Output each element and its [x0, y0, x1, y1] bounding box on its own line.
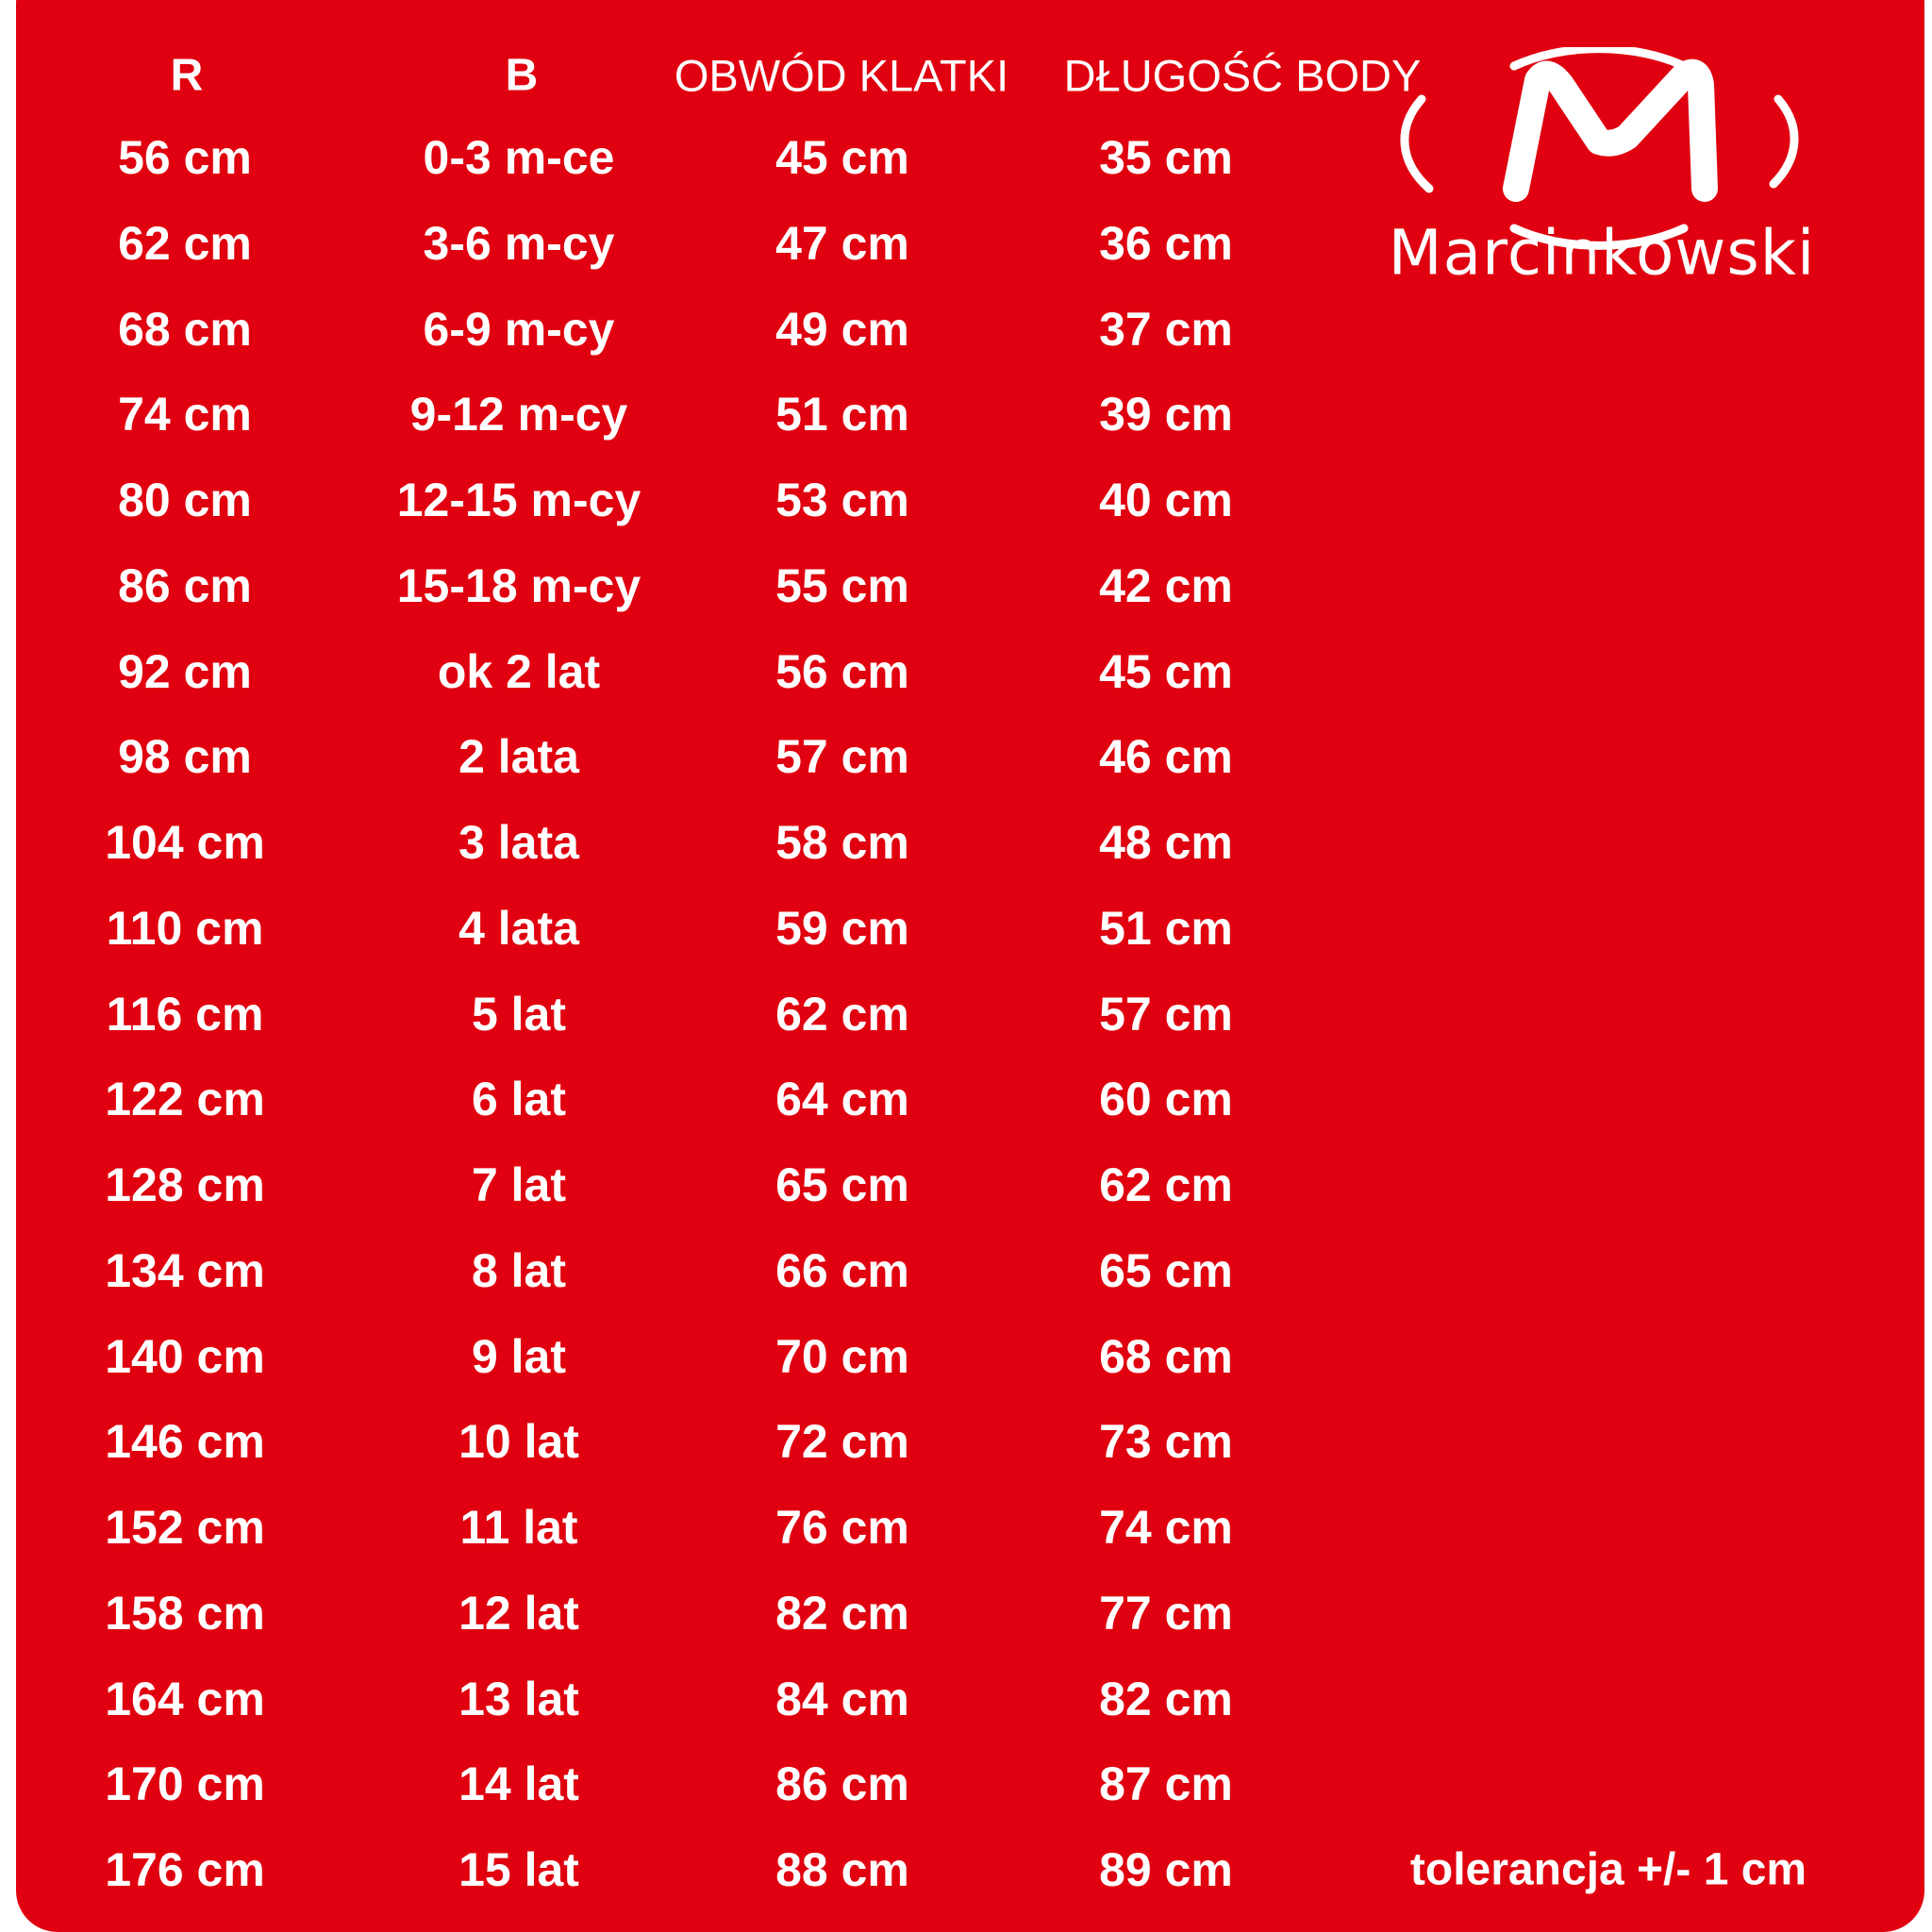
chest-circumference-cell: 72 cm [775, 1415, 909, 1469]
body-length-cell: 68 cm [1099, 1329, 1233, 1383]
age-b-cell: 15 lat [458, 1843, 579, 1896]
body-length-cell: 36 cm [1099, 216, 1233, 270]
body-length-cell: 60 cm [1099, 1073, 1233, 1126]
age-b-cell: 15-18 m-cy [396, 558, 641, 612]
size-r-cell: 170 cm [105, 1757, 265, 1811]
size-r-cell: 116 cm [106, 987, 264, 1041]
age-b-cell: 6-9 m-cy [423, 302, 615, 356]
header-b: B [505, 50, 539, 101]
age-b-cell: 0-3 m-ce [423, 131, 615, 184]
chest-circumference-cell: 65 cm [775, 1158, 909, 1211]
body-length-cell: 65 cm [1099, 1243, 1233, 1297]
chest-circumference-cell: 56 cm [775, 644, 909, 698]
body-length-cell: 74 cm [1099, 1501, 1233, 1554]
body-length-cell: 42 cm [1099, 558, 1233, 612]
chest-circumference-cell: 76 cm [775, 1501, 909, 1554]
size-r-cell: 164 cm [105, 1672, 265, 1725]
age-b-cell: 2 lata [458, 730, 579, 784]
size-r-cell: 104 cm [105, 816, 265, 869]
body-length-cell: 35 cm [1099, 131, 1233, 184]
age-b-cell: 6 lat [471, 1073, 567, 1126]
size-r-cell: 110 cm [106, 901, 264, 955]
age-b-cell: 9 lat [471, 1329, 567, 1383]
size-r-cell: 80 cm [118, 474, 252, 526]
size-chart-panel [16, 0, 1924, 1932]
age-b-cell: ok 2 lat [437, 644, 601, 698]
size-r-cell: 74 cm [118, 388, 252, 441]
header-r: R [170, 50, 204, 101]
size-r-cell: 140 cm [105, 1329, 265, 1383]
age-b-cell: 8 lat [471, 1243, 567, 1297]
age-b-cell: 7 lat [471, 1158, 567, 1211]
m-circle-logo-icon [1400, 47, 1799, 250]
body-length-cell: 89 cm [1099, 1843, 1233, 1896]
body-length-cell: 57 cm [1099, 987, 1233, 1041]
body-length-cell: 77 cm [1099, 1586, 1233, 1640]
size-r-cell: 92 cm [118, 644, 252, 698]
size-r-cell: 152 cm [105, 1501, 265, 1554]
age-b-cell: 13 lat [458, 1672, 579, 1725]
age-b-cell: 3 lata [458, 816, 579, 869]
size-r-cell: 122 cm [105, 1073, 265, 1126]
chest-circumference-cell: 45 cm [775, 131, 909, 184]
size-r-cell: 98 cm [118, 730, 252, 784]
chest-circumference-cell: 51 cm [775, 388, 909, 441]
size-r-cell: 56 cm [118, 131, 252, 184]
body-length-cell: 37 cm [1099, 302, 1233, 356]
chest-circumference-cell: 59 cm [775, 901, 909, 955]
size-r-cell: 146 cm [105, 1415, 265, 1469]
size-r-cell: 86 cm [118, 558, 252, 612]
chest-circumference-cell: 57 cm [775, 730, 909, 784]
body-length-cell: 46 cm [1099, 730, 1233, 784]
body-length-cell: 73 cm [1099, 1415, 1233, 1469]
chest-circumference-cell: 82 cm [775, 1586, 909, 1640]
age-b-cell: 14 lat [458, 1757, 579, 1811]
chest-circumference-cell: 49 cm [775, 302, 909, 356]
body-length-cell: 62 cm [1099, 1158, 1233, 1211]
chest-circumference-cell: 55 cm [775, 558, 909, 612]
chest-circumference-cell: 88 cm [775, 1843, 909, 1896]
chest-circumference-cell: 58 cm [775, 816, 909, 869]
size-r-cell: 128 cm [105, 1158, 265, 1211]
age-b-cell: 9-12 m-cy [409, 388, 628, 441]
body-length-cell: 48 cm [1099, 816, 1233, 869]
age-b-cell: 10 lat [458, 1415, 579, 1469]
body-length-cell: 45 cm [1099, 644, 1233, 698]
chest-circumference-cell: 64 cm [775, 1073, 909, 1126]
age-b-cell: 3-6 m-cy [423, 216, 615, 270]
age-b-cell: 5 lat [471, 987, 567, 1041]
chest-circumference-cell: 86 cm [775, 1757, 909, 1811]
size-r-cell: 62 cm [118, 216, 252, 270]
chest-circumference-cell: 66 cm [775, 1243, 909, 1297]
size-r-cell: 176 cm [105, 1843, 265, 1896]
age-b-cell: 11 lat [459, 1501, 578, 1554]
chest-circumference-cell: 47 cm [775, 216, 909, 270]
header-chest: OBWÓD KLATKI [674, 50, 1009, 101]
tolerance-note: tolerancja +/- 1 cm [1409, 1844, 1807, 1895]
body-length-cell: 51 cm [1099, 901, 1233, 955]
age-b-cell: 4 lata [458, 901, 579, 955]
chest-circumference-cell: 53 cm [775, 474, 909, 526]
age-b-cell: 12-15 m-cy [396, 474, 641, 526]
age-b-cell: 12 lat [458, 1586, 579, 1640]
chest-circumference-cell: 70 cm [775, 1329, 909, 1383]
chest-circumference-cell: 84 cm [775, 1672, 909, 1725]
size-r-cell: 134 cm [105, 1243, 265, 1297]
brand-name: Marcinkowski [1388, 216, 1816, 290]
header-length: DŁUGOŚĆ BODY [1063, 50, 1422, 101]
body-length-cell: 82 cm [1099, 1672, 1233, 1725]
body-length-cell: 40 cm [1099, 474, 1233, 526]
body-length-cell: 39 cm [1099, 388, 1233, 441]
chest-circumference-cell: 62 cm [775, 987, 909, 1041]
body-length-cell: 87 cm [1099, 1757, 1233, 1811]
size-r-cell: 68 cm [118, 302, 252, 356]
size-r-cell: 158 cm [105, 1586, 265, 1640]
